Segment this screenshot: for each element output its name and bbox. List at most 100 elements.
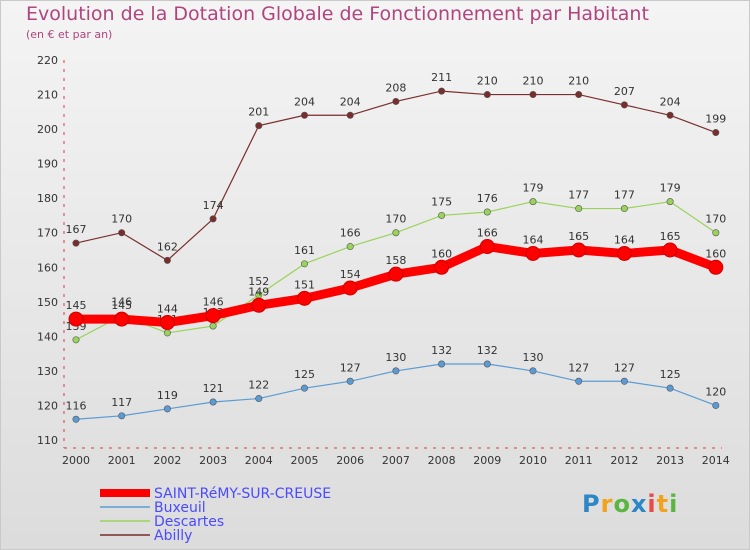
data-label: 162: [157, 240, 178, 253]
data-label: 160: [431, 247, 452, 260]
data-point: [662, 242, 678, 258]
data-label: 201: [248, 106, 269, 119]
data-label: 122: [248, 379, 269, 392]
data-point: [483, 91, 491, 99]
data-label: 211: [431, 71, 452, 84]
data-label: 210: [477, 75, 498, 88]
legend-label: SAINT-RéMY-SUR-CREUSE: [154, 486, 331, 502]
data-label: 130: [385, 351, 406, 364]
data-point: [666, 384, 674, 392]
data-label: 208: [385, 81, 406, 94]
data-point: [159, 315, 175, 331]
x-tick-label: 2002: [153, 454, 181, 467]
x-tick-label: 2000: [62, 454, 90, 467]
data-label: 207: [614, 85, 635, 98]
x-tick-label: 2006: [336, 454, 364, 467]
y-tick-label: 180: [37, 192, 58, 205]
y-tick-label: 140: [37, 330, 58, 343]
data-label: 158: [385, 254, 406, 267]
data-label: 179: [660, 182, 681, 195]
data-label: 149: [248, 285, 269, 298]
data-point: [392, 367, 400, 375]
data-label: 127: [568, 361, 589, 374]
data-label: 164: [523, 233, 544, 246]
x-tick-label: 2001: [108, 454, 136, 467]
data-point: [575, 91, 583, 99]
legend-label: Buxeuil: [154, 500, 206, 516]
data-point: [68, 311, 84, 327]
data-label: 165: [568, 230, 589, 243]
x-tick-label: 2013: [656, 454, 684, 467]
data-label: 152: [248, 275, 269, 288]
data-label: 127: [340, 361, 361, 374]
data-point: [300, 384, 308, 392]
data-label: 174: [203, 199, 224, 212]
legend-label: Abilly: [154, 528, 192, 544]
data-point: [209, 322, 217, 330]
data-label: 121: [203, 382, 224, 395]
data-point: [575, 377, 583, 385]
data-point: [342, 280, 358, 296]
data-point: [72, 415, 80, 423]
data-point: [712, 229, 720, 237]
data-point: [438, 211, 446, 219]
x-tick-label: 2011: [565, 454, 593, 467]
data-label: 177: [614, 189, 635, 202]
y-tick-label: 160: [37, 261, 58, 274]
data-point: [529, 367, 537, 375]
data-point: [571, 242, 587, 258]
data-label: 144: [157, 303, 178, 316]
data-point: [163, 256, 171, 264]
data-point: [388, 266, 404, 282]
data-label: 165: [660, 230, 681, 243]
data-point: [118, 412, 126, 420]
data-label: 179: [523, 182, 544, 195]
data-point: [118, 229, 126, 237]
data-point: [620, 377, 628, 385]
series-saint-r-my-sur-creuse: 145 145 144 146 149 151 154 158 160 166 164 165 164 1…: [66, 227, 726, 331]
legend-label: Descartes: [154, 514, 224, 530]
data-label: 176: [477, 192, 498, 205]
data-point: [483, 208, 491, 216]
data-label: 170: [705, 213, 726, 226]
data-point: [255, 395, 263, 403]
data-point: [438, 360, 446, 368]
series-abilly: 167 170 162 174 201 204 204 208 211 210 210 210 207 2…: [66, 71, 726, 264]
proxiti-logo: Proxiti: [582, 490, 679, 518]
data-label: 151: [294, 278, 315, 291]
data-point: [529, 91, 537, 99]
data-point: [346, 377, 354, 385]
x-tick-label: 2005: [291, 454, 319, 467]
data-label: 130: [523, 351, 544, 364]
data-point: [666, 198, 674, 206]
y-tick-label: 110: [37, 434, 58, 447]
data-label: 125: [660, 368, 681, 381]
y-tick-label: 150: [37, 296, 58, 309]
y-tick-label: 120: [37, 399, 58, 412]
x-tick-label: 2012: [610, 454, 638, 467]
x-tick-label: 2007: [382, 454, 410, 467]
data-label: 177: [568, 189, 589, 202]
chart-subtitle: (en € et par an): [26, 28, 113, 41]
data-point: [346, 111, 354, 119]
data-label: 167: [66, 223, 87, 236]
data-label: 146: [203, 296, 224, 309]
data-label: 210: [523, 75, 544, 88]
data-point: [255, 122, 263, 130]
data-label: 204: [660, 95, 681, 108]
data-label: 199: [705, 113, 726, 126]
data-point: [163, 405, 171, 413]
data-label: 170: [111, 213, 132, 226]
y-tick-label: 200: [37, 123, 58, 136]
series-buxeuil: 116 117 119 121 122 125 127 130 132 132 130 127 127 1…: [66, 344, 726, 423]
data-point: [72, 239, 80, 247]
data-label: 119: [157, 389, 178, 402]
chart-title: Evolution de la Dotation Globale de Fonc…: [26, 3, 649, 25]
data-point: [620, 205, 628, 213]
y-tick-label: 220: [37, 54, 58, 67]
data-label: 120: [705, 385, 726, 398]
data-point: [346, 243, 354, 251]
data-label: 125: [294, 368, 315, 381]
data-label: 164: [614, 233, 635, 246]
